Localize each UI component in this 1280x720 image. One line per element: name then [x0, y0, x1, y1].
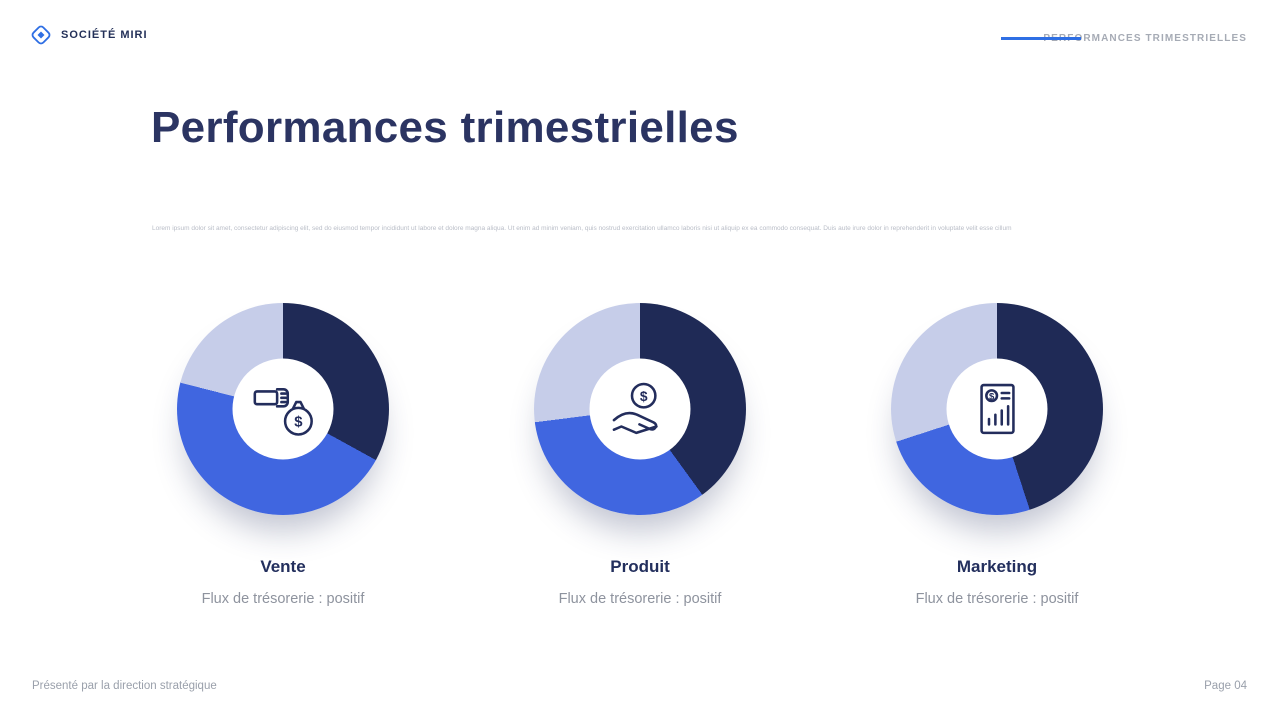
- chart-title: Produit: [610, 557, 670, 576]
- money-bag-icon: $: [249, 375, 317, 443]
- donut-center: $: [589, 358, 691, 460]
- chart-subtitle: Flux de trésorerie : positif: [915, 591, 1079, 607]
- chart-title: Marketing: [956, 557, 1038, 576]
- charts-row: $ Vente Flux de trésorerie : positif $: [0, 303, 1280, 607]
- header-kicker: PERFORMANCES TRIMESTRIELLES: [1001, 33, 1247, 44]
- kicker-label: PERFORMANCES TRIMESTRIELLES: [1043, 33, 1247, 44]
- page-title: Performances trimestrielles: [151, 103, 739, 152]
- chart-title: Vente: [260, 557, 306, 576]
- donut-chart-produit: $: [534, 303, 746, 515]
- kicker-accent-line: [1001, 37, 1082, 40]
- chart-subtitle: Flux de trésorerie : positif: [558, 591, 722, 607]
- chart-column-marketing: $ Marketing Flux de trésorerie : positif: [891, 303, 1103, 607]
- donut-center: $: [946, 358, 1048, 460]
- brand-logo: SOCIÉTÉ MIRI: [30, 24, 148, 46]
- slide-footer: Présenté par la direction stratégique Pa…: [32, 680, 1247, 692]
- svg-text:$: $: [294, 414, 303, 430]
- footer-credit: Présenté par la direction stratégique: [32, 680, 217, 692]
- chart-subtitle: Flux de trésorerie : positif: [201, 591, 365, 607]
- coin-in-hand-icon: $: [606, 375, 674, 443]
- svg-text:$: $: [989, 391, 995, 402]
- svg-text:$: $: [639, 388, 647, 404]
- donut-center: $: [232, 358, 334, 460]
- donut-chart-vente: $: [177, 303, 389, 515]
- chart-column-produit: $ Produit Flux de trésorerie : positif: [534, 303, 746, 607]
- donut-chart-marketing: $: [891, 303, 1103, 515]
- financial-report-icon: $: [963, 375, 1031, 443]
- brand-name: SOCIÉTÉ MIRI: [61, 29, 148, 41]
- intro-paragraph: Lorem ipsum dolor sit amet, consectetur …: [152, 225, 1012, 232]
- chart-column-vente: $ Vente Flux de trésorerie : positif: [177, 303, 389, 607]
- diamond-icon: [30, 24, 52, 46]
- footer-page-number: Page 04: [1204, 680, 1247, 692]
